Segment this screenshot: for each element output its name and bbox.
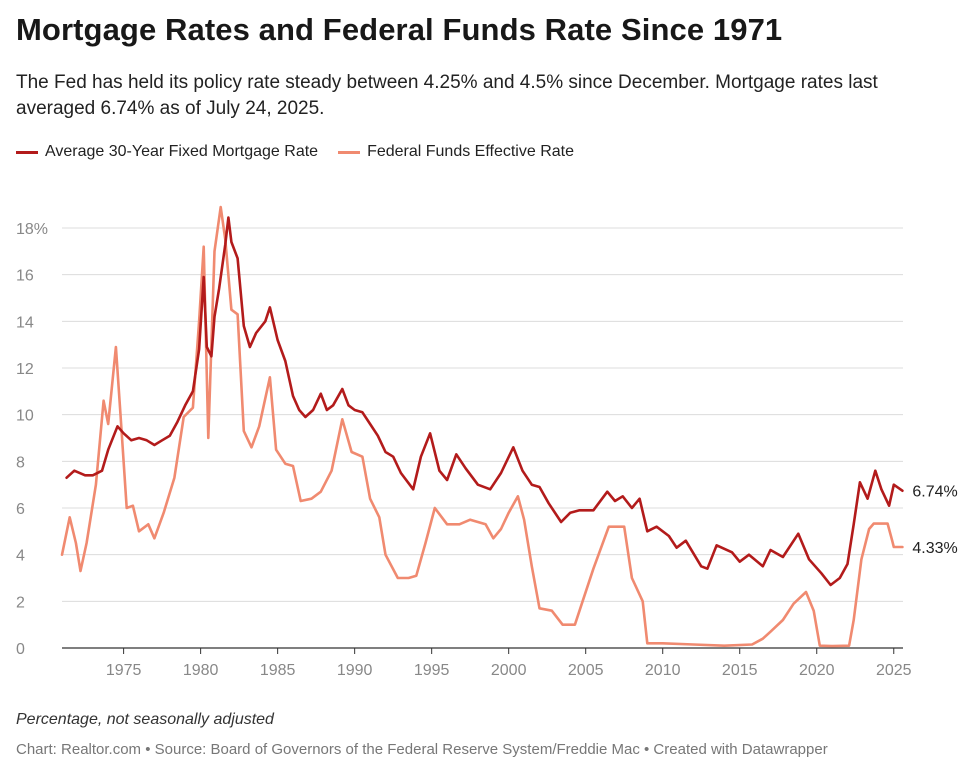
chart-note: Percentage, not seasonally adjusted xyxy=(16,711,274,728)
y-tick-label: 0 xyxy=(16,641,25,658)
legend-swatch-mortgage xyxy=(16,150,38,154)
y-tick-label: 4 xyxy=(16,548,25,565)
x-tick-label: 2005 xyxy=(568,662,604,679)
y-tick-label: 18% xyxy=(16,221,48,238)
x-tick-label: 1975 xyxy=(106,662,142,679)
chart-subtitle: The Fed has held its policy rate steady … xyxy=(16,72,878,119)
x-tick-label: 1980 xyxy=(183,662,219,679)
legend-label-mortgage: Average 30-Year Fixed Mortgage Rate xyxy=(45,143,319,160)
y-tick-label: 10 xyxy=(16,408,34,425)
y-tick-label: 6 xyxy=(16,501,25,518)
x-tick-label: 2025 xyxy=(876,662,912,679)
x-tick-label: 2020 xyxy=(799,662,835,679)
x-tick-label: 2000 xyxy=(491,662,527,679)
fed-funds-rate-line xyxy=(60,205,904,648)
x-tick-label: 1985 xyxy=(260,662,296,679)
x-tick-label: 1990 xyxy=(337,662,373,679)
mortgage-rate-end-label: 6.74% xyxy=(912,484,957,501)
x-tick-label: 2015 xyxy=(722,662,758,679)
y-tick-label: 14 xyxy=(16,314,34,331)
legend-label-fedfunds: Federal Funds Effective Rate xyxy=(367,143,574,160)
x-tick-label: 2010 xyxy=(645,662,681,679)
chart-title: Mortgage Rates and Federal Funds Rate Si… xyxy=(16,12,783,47)
line-chart: 0 2 4 6 8 10 12 14 16 18% 1975 1980 1985 1990 1995 2000… xyxy=(16,205,958,679)
legend: Average 30-Year Fixed Mortgage Rate Fede… xyxy=(16,143,574,161)
legend-swatch-fedfunds xyxy=(338,150,361,154)
chart-credits: Chart: Realtor.com • Source: Board of Go… xyxy=(16,741,828,758)
legend-item-fedfunds: Federal Funds Effective Rate xyxy=(338,143,574,161)
fed-funds-rate-end-label: 4.33% xyxy=(912,540,957,557)
y-tick-label: 8 xyxy=(16,454,25,471)
y-tick-label: 12 xyxy=(16,361,34,378)
x-tick-label: 1995 xyxy=(414,662,450,679)
y-tick-label: 16 xyxy=(16,268,34,285)
mortgage-rate-line xyxy=(65,216,904,587)
legend-item-mortgage: Average 30-Year Fixed Mortgage Rate xyxy=(16,143,318,161)
y-tick-label: 2 xyxy=(16,594,25,611)
